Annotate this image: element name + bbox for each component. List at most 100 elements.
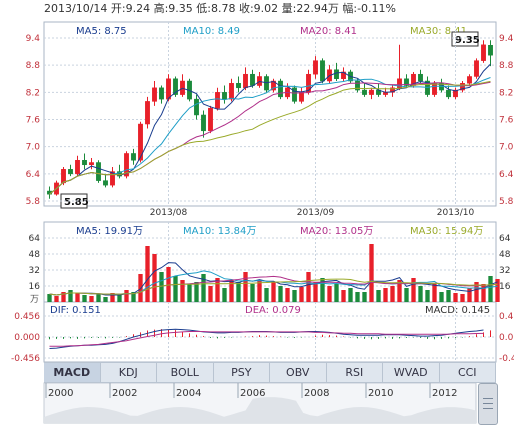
volume-bar [439, 292, 444, 302]
volume-bar [488, 276, 493, 302]
macd-dea-line [49, 331, 484, 347]
scroll-grip-line [483, 398, 493, 399]
tab-cci[interactable]: CCI [440, 363, 496, 382]
candle-body [362, 89, 367, 95]
volume-bar [446, 290, 451, 302]
volume-bar [369, 244, 374, 302]
volume-bar [355, 292, 360, 302]
volume-bar [418, 286, 423, 302]
volume-bar [390, 286, 395, 302]
quote-summary: 2013/10/14 开:9.24 高:9.35 低:8.78 收:9.02 量… [44, 2, 396, 15]
candle-body [173, 78, 178, 95]
volume-bar [481, 284, 486, 302]
volume-bar [187, 284, 192, 302]
candle-body [250, 73, 255, 86]
volume-bar [460, 294, 465, 302]
candle-body [138, 123, 143, 161]
volume-ytick-right: 48 [499, 250, 511, 260]
volume-bar [334, 284, 339, 302]
low-price-marker-label: 5.85 [64, 197, 89, 208]
candle-body [432, 83, 437, 95]
candle-body [201, 114, 206, 132]
volume-ma30-label: MA30: 15.94万 [410, 226, 483, 237]
macd-dif-label: DIF: 0.151 [50, 305, 101, 316]
price-xtick: 2013/10 [437, 208, 475, 218]
candle-body [229, 83, 234, 100]
price-xtick: 2013/09 [297, 208, 335, 218]
volume-ma20-label: MA20: 13.05万 [300, 226, 373, 237]
candle-body [61, 169, 66, 184]
volume-bar [432, 284, 437, 302]
volume-bar [306, 272, 311, 302]
candle-body [243, 73, 248, 89]
candle-body [404, 78, 409, 86]
high-price-marker: 9.35 [451, 31, 480, 47]
timeline-history-area [44, 397, 476, 423]
volume-bar [215, 278, 220, 302]
volume-bar [96, 294, 101, 302]
volume-bar [103, 297, 108, 302]
volume-ma5-label: MA5: 19.91万 [76, 226, 143, 237]
volume-bar [47, 294, 52, 302]
volume-bar [495, 279, 500, 302]
volume-unit-label: 万 [30, 295, 39, 305]
volume-bar [453, 293, 458, 302]
range-scroll-handle[interactable] [478, 383, 498, 425]
volume-ytick-right: 32 [499, 266, 510, 276]
candle-body [481, 44, 486, 61]
volume-bar [152, 254, 157, 302]
price-ytick-left: 7.6 [26, 116, 41, 126]
tab-boll[interactable]: BOLL [157, 363, 214, 382]
volume-bar [467, 288, 472, 302]
tab-rsi[interactable]: RSI [327, 363, 383, 382]
scroll-grip-line [483, 408, 493, 409]
macd-ytick-left: 0.000 [14, 333, 40, 343]
price-ma30-label: MA30: 8.41 [410, 26, 467, 37]
volume-bar [250, 284, 255, 302]
candle-body [418, 73, 423, 82]
candle-body [110, 171, 115, 186]
volume-bar [61, 292, 66, 302]
candle-body [292, 87, 297, 102]
tab-psy[interactable]: PSY [214, 363, 270, 382]
volume-bar [313, 282, 318, 302]
candle-body [369, 89, 374, 95]
tab-wvad[interactable]: WVAD [383, 363, 440, 382]
candle-body [75, 160, 80, 175]
tab-obv[interactable]: OBV [270, 363, 327, 382]
timeline-year-label: 2000 [48, 388, 73, 399]
volume-bar [75, 293, 80, 302]
price-ma20-label: MA20: 8.41 [300, 26, 357, 37]
timeline-year-label: 2002 [112, 388, 137, 399]
volume-bar [82, 295, 87, 302]
price-ytick-left: 8.8 [26, 61, 41, 71]
tab-kdj[interactable]: KDJ [101, 363, 157, 382]
volume-ytick-left: 48 [29, 250, 41, 260]
timeline-year-label: 2008 [304, 388, 329, 399]
timeline-year-label: 2004 [176, 388, 201, 399]
volume-bar [299, 287, 304, 302]
price-ytick-right: 6.4 [499, 170, 514, 180]
volume-bar [383, 288, 388, 302]
price-ma10-label: MA10: 8.49 [183, 26, 240, 37]
macd-value-label: MACD: 0.145 [425, 305, 490, 316]
volume-bar [264, 288, 269, 302]
candle-body [460, 83, 465, 91]
volume-bar [222, 288, 227, 302]
volume-bar [404, 288, 409, 302]
volume-bar [425, 290, 430, 302]
volume-bar [131, 292, 136, 302]
timeline-year-label: 2010 [368, 388, 393, 399]
volume-bar [201, 274, 206, 302]
candle-body [453, 89, 458, 98]
candle-body [89, 162, 94, 166]
candle-body [166, 78, 171, 100]
macd-ytick-right: 0.000 [499, 333, 514, 343]
price-ytick-right: 8.8 [499, 61, 514, 71]
candle-body [446, 89, 451, 98]
volume-ytick-right: 16 [499, 282, 511, 292]
candle-body [313, 60, 318, 75]
price-ytick-left: 8.2 [26, 88, 40, 98]
tab-macd[interactable]: MACD [44, 363, 101, 382]
